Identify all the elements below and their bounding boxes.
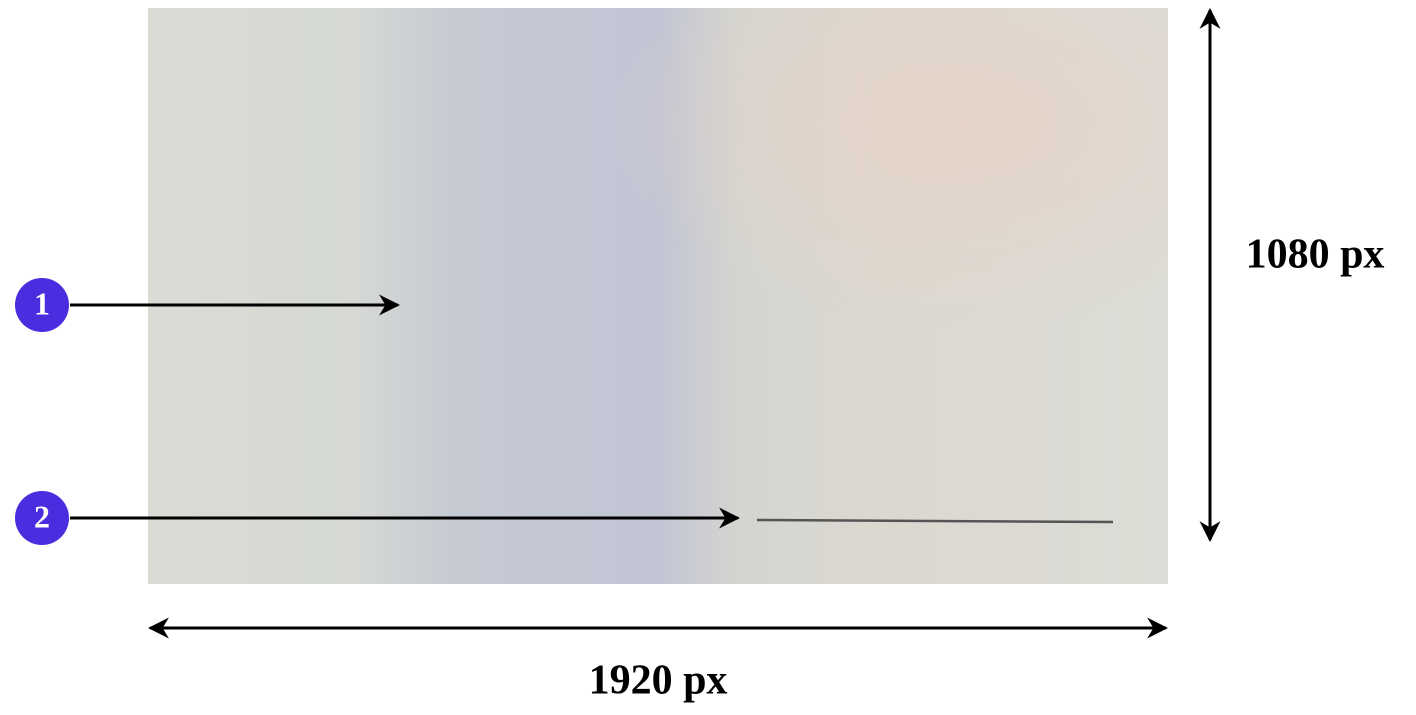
marker-circle	[15, 278, 69, 332]
photo	[148, 8, 1168, 584]
width-label: 1920 px	[589, 658, 728, 704]
height-label: 1080 px	[1246, 232, 1385, 278]
marker-label: 2	[34, 498, 50, 534]
photo-tint	[148, 8, 1168, 584]
marker-2: 2	[15, 491, 741, 545]
marker-label: 1	[34, 285, 50, 321]
thin-line	[756, 518, 1114, 524]
marker-1: 1	[15, 278, 401, 332]
marker-circle	[15, 491, 69, 545]
